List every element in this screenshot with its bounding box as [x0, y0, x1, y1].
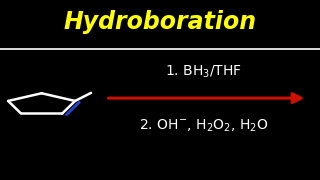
- Text: Hydroboration: Hydroboration: [63, 10, 257, 34]
- Text: 2. OH$^{-}$, H$_2$O$_2$, H$_2$O: 2. OH$^{-}$, H$_2$O$_2$, H$_2$O: [139, 118, 268, 134]
- Text: 1. BH$_3$/THF: 1. BH$_3$/THF: [165, 64, 242, 80]
